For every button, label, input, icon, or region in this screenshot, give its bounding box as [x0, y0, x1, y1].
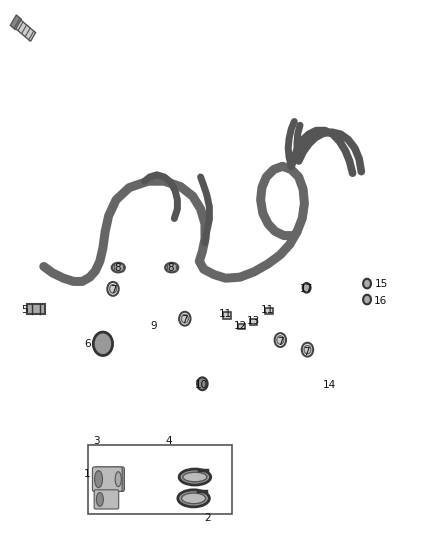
Text: 7: 7 [303, 347, 310, 357]
Text: 11: 11 [261, 305, 274, 315]
FancyBboxPatch shape [95, 467, 124, 491]
Ellipse shape [165, 263, 178, 272]
Text: 8: 8 [114, 263, 121, 272]
Circle shape [303, 283, 311, 293]
Text: 5: 5 [21, 305, 28, 315]
Text: 16: 16 [374, 296, 387, 306]
Bar [223, 312, 231, 319]
Ellipse shape [96, 492, 103, 506]
Text: 13: 13 [247, 316, 260, 326]
Ellipse shape [182, 493, 206, 504]
Circle shape [275, 333, 286, 347]
Ellipse shape [179, 469, 211, 485]
Text: 1: 1 [84, 470, 91, 479]
Text: 17: 17 [300, 284, 313, 294]
Circle shape [304, 345, 311, 354]
FancyBboxPatch shape [92, 467, 122, 491]
Bar [88, 445, 232, 514]
FancyBboxPatch shape [94, 490, 119, 509]
Text: 15: 15 [374, 279, 388, 288]
Text: 14: 14 [323, 380, 336, 390]
Circle shape [363, 295, 371, 304]
Text: 11: 11 [219, 310, 232, 319]
Text: 9: 9 [150, 321, 157, 331]
Text: 10: 10 [195, 380, 208, 390]
Text: 7: 7 [180, 315, 187, 325]
Ellipse shape [95, 471, 102, 488]
Circle shape [363, 279, 371, 288]
Circle shape [197, 377, 208, 390]
Bar [265, 308, 273, 314]
Circle shape [179, 312, 191, 326]
Circle shape [181, 314, 188, 323]
Text: 7: 7 [110, 286, 117, 295]
Text: 4: 4 [165, 437, 172, 446]
Circle shape [107, 282, 119, 296]
Circle shape [302, 343, 313, 357]
Text: 12: 12 [234, 321, 247, 331]
Circle shape [93, 332, 113, 356]
Ellipse shape [183, 472, 207, 482]
Bar [27, 304, 45, 314]
Bar [250, 319, 257, 325]
Bar [13, 17, 35, 42]
Ellipse shape [115, 472, 121, 487]
Bar [11, 15, 21, 30]
Text: 2: 2 [205, 513, 212, 523]
Circle shape [277, 336, 284, 344]
Text: 3: 3 [93, 437, 100, 446]
Ellipse shape [178, 490, 209, 507]
Text: 8: 8 [167, 263, 174, 272]
Circle shape [110, 285, 117, 293]
Text: 6: 6 [84, 339, 91, 349]
Ellipse shape [112, 263, 125, 272]
Bar [238, 324, 245, 329]
Text: 7: 7 [277, 337, 284, 347]
